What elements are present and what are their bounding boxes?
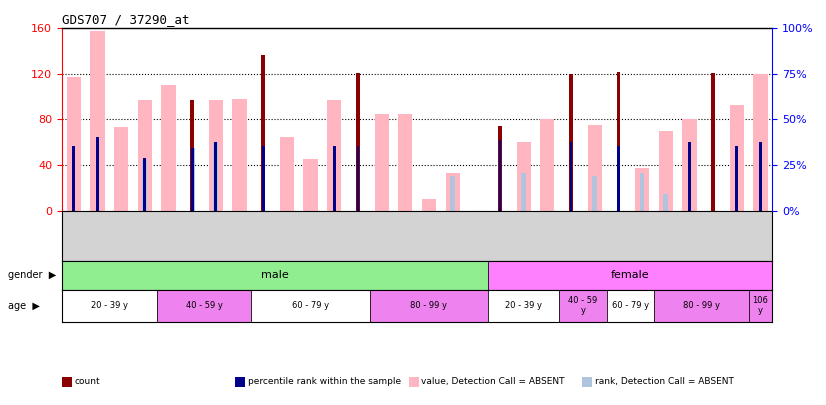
Bar: [262, 55, 265, 211]
Bar: [209, 100, 223, 211]
Bar: [617, 72, 620, 211]
Bar: [357, 146, 359, 211]
Bar: [280, 136, 294, 211]
Bar: [663, 194, 668, 211]
Text: 60 - 79 y: 60 - 79 y: [292, 301, 329, 310]
Bar: [232, 99, 247, 211]
Bar: [688, 142, 691, 211]
Bar: [488, 290, 559, 322]
Bar: [570, 142, 572, 211]
Bar: [498, 126, 501, 211]
Bar: [516, 142, 531, 211]
Bar: [114, 128, 128, 211]
Bar: [710, 196, 715, 211]
Bar: [142, 160, 147, 211]
Bar: [635, 168, 649, 211]
Bar: [303, 159, 318, 211]
Text: 40 - 59 y: 40 - 59 y: [186, 301, 222, 310]
Bar: [62, 290, 157, 322]
Bar: [73, 146, 75, 211]
Text: gender  ▶: gender ▶: [8, 271, 56, 280]
Bar: [753, 74, 767, 211]
Bar: [639, 173, 644, 211]
Bar: [262, 146, 264, 211]
Text: 80 - 99 y: 80 - 99 y: [411, 301, 448, 310]
Bar: [445, 173, 460, 211]
Bar: [157, 290, 251, 322]
Bar: [499, 140, 501, 211]
Bar: [654, 290, 748, 322]
Text: count: count: [74, 377, 100, 386]
Bar: [356, 73, 359, 211]
Bar: [370, 290, 488, 322]
Bar: [144, 158, 146, 211]
Bar: [521, 173, 526, 211]
Bar: [398, 114, 412, 211]
Bar: [62, 261, 488, 290]
Bar: [90, 31, 105, 211]
Text: rank, Detection Call = ABSENT: rank, Detection Call = ABSENT: [595, 377, 733, 386]
Text: 60 - 79 y: 60 - 79 y: [612, 301, 648, 310]
Bar: [711, 73, 714, 211]
Bar: [422, 199, 436, 211]
Bar: [559, 290, 606, 322]
Bar: [191, 100, 194, 211]
Text: 20 - 39 y: 20 - 39 y: [91, 301, 128, 310]
Bar: [617, 146, 620, 211]
Bar: [592, 177, 597, 211]
Text: value, Detection Call = ABSENT: value, Detection Call = ABSENT: [421, 377, 565, 386]
Bar: [569, 74, 572, 211]
Text: 40 - 59
y: 40 - 59 y: [568, 296, 597, 315]
Bar: [213, 142, 218, 211]
Bar: [540, 119, 554, 211]
Bar: [748, 290, 772, 322]
Text: female: female: [611, 271, 649, 280]
Bar: [251, 290, 370, 322]
Text: 80 - 99 y: 80 - 99 y: [683, 301, 719, 310]
Bar: [735, 146, 738, 211]
Bar: [759, 142, 762, 211]
Text: percentile rank within the sample: percentile rank within the sample: [248, 377, 401, 386]
Bar: [333, 146, 335, 211]
Text: 20 - 39 y: 20 - 39 y: [506, 301, 542, 310]
Bar: [191, 148, 193, 211]
Text: 106
y: 106 y: [752, 296, 768, 315]
Bar: [488, 261, 772, 290]
Bar: [96, 136, 99, 211]
Bar: [729, 104, 744, 211]
Bar: [67, 77, 81, 211]
Text: male: male: [261, 271, 289, 280]
Bar: [138, 100, 152, 211]
Text: age  ▶: age ▶: [8, 301, 40, 311]
Bar: [606, 290, 654, 322]
Text: GDS707 / 37290_at: GDS707 / 37290_at: [62, 13, 189, 26]
Bar: [161, 85, 176, 211]
Bar: [658, 131, 673, 211]
Bar: [587, 125, 602, 211]
Bar: [682, 119, 696, 211]
Bar: [374, 114, 389, 211]
Bar: [190, 148, 195, 211]
Bar: [215, 142, 217, 211]
Bar: [327, 100, 341, 211]
Bar: [450, 177, 455, 211]
